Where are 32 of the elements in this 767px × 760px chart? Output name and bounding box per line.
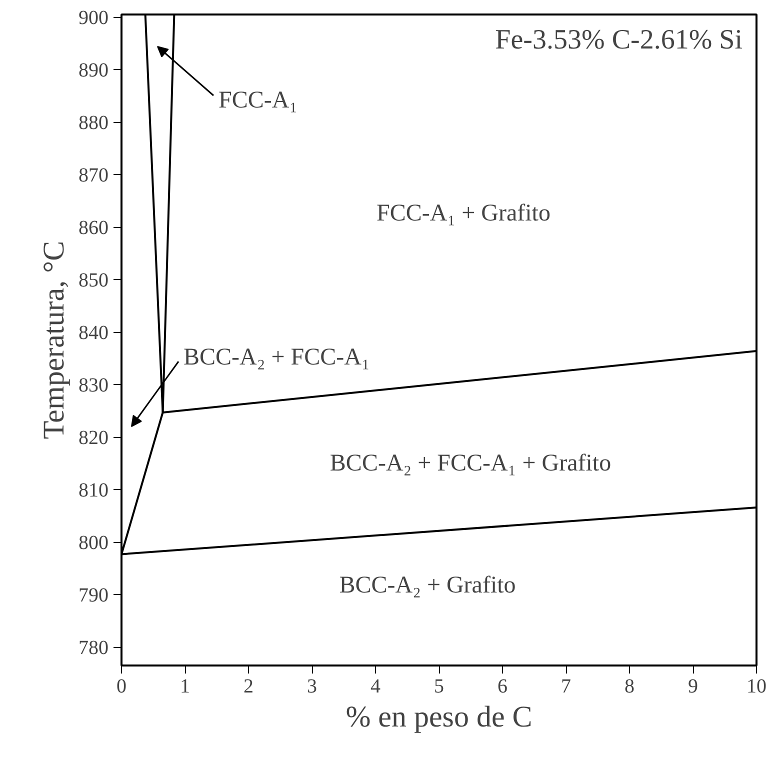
x-tick-label: 4 [370, 676, 380, 698]
x-tick-label: 5 [434, 676, 444, 698]
x-tick-label: 6 [498, 676, 508, 698]
y-tick-label: 900 [78, 7, 108, 30]
x-axis-title: % en peso de C [346, 700, 532, 734]
y-tick-label: 840 [78, 322, 108, 344]
annotation: FCC-A₁ [218, 88, 298, 114]
y-tick-label: 810 [78, 480, 108, 502]
annotation: FCC-A₁ + Grafito [376, 200, 550, 226]
x-tick-label: 3 [307, 676, 317, 698]
y-tick-label: 800 [78, 532, 108, 554]
chart-title: Fe-3.53% C-2.61% Si [495, 24, 743, 56]
y-tick-label: 880 [78, 112, 108, 134]
x-tick-label: 7 [561, 676, 571, 698]
y-tick-label: 830 [78, 374, 108, 397]
y-tick-label: 870 [78, 164, 108, 187]
y-tick-label: 780 [78, 637, 108, 660]
x-tick-label: 8 [624, 676, 634, 698]
y-axis-title: Temperatura, °C [38, 240, 70, 440]
annotation: BCC-A₂ + Grafito [339, 572, 516, 598]
x-tick-label: 0 [116, 676, 126, 698]
y-tick-label: 860 [78, 217, 108, 240]
x-tick-label: 9 [688, 676, 698, 698]
annotation: BCC-A₂ + FCC-A₁ [184, 344, 370, 370]
annotation: BCC-A₂ + FCC-A₁ + Grafito [330, 450, 612, 476]
y-tick-label: 790 [78, 584, 108, 607]
y-tick-label: 890 [78, 60, 108, 82]
x-tick-label: 1 [180, 676, 190, 698]
x-tick-label: 10 [746, 676, 766, 698]
y-tick-label: 850 [78, 270, 108, 292]
y-tick-label: 820 [78, 427, 108, 450]
x-tick-label: 2 [244, 676, 254, 698]
